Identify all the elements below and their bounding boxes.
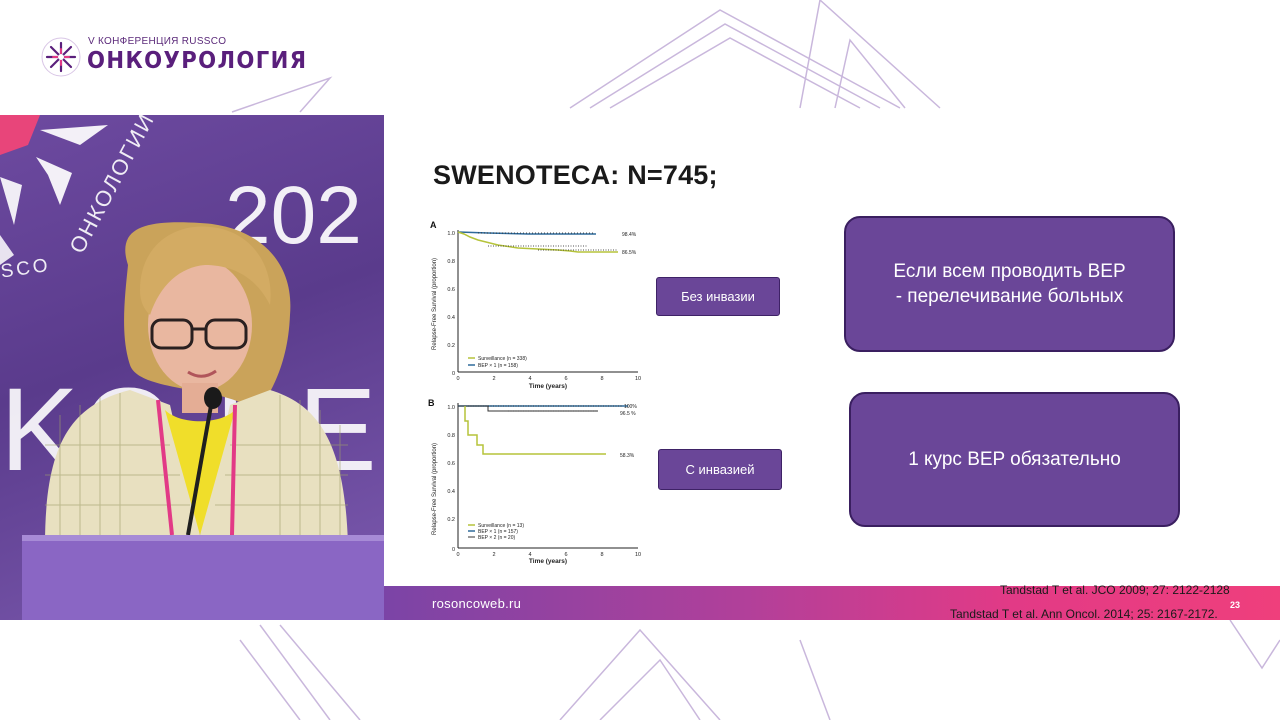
y-tick-b: 0: [452, 547, 455, 553]
end-label-b-mid: 96.5 %: [620, 411, 636, 417]
y-tick-a: 0.4: [447, 315, 455, 321]
y-tick-a: 1.0: [447, 231, 455, 237]
page-number: 23: [1230, 600, 1241, 610]
end-label-a-bottom: 86.5%: [622, 250, 637, 256]
panel-letter-b: B: [428, 398, 435, 408]
conference-logo: V КОНФЕРЕНЦИЯ RUSSCO ОНКОУРОЛОГИЯ: [40, 34, 306, 82]
backdrop-arrows: [0, 115, 108, 265]
legend-b-bep1: BEP × 1 (n = 157): [478, 529, 518, 535]
x-axis-label-a: Time (years): [529, 383, 567, 390]
statement-bep-mandatory: 1 курс BEP обязательно: [849, 392, 1180, 527]
label-invasion: С инвазией: [658, 449, 782, 490]
x-tick-a: 0: [456, 376, 459, 382]
x-tick-a: 8: [600, 376, 603, 382]
reference-1: Tandstad T et al. JCO 2009; 27: 2122-212…: [1000, 583, 1230, 597]
statement-bep-mandatory-text: 1 курс BEP обязательно: [908, 449, 1121, 470]
statement-overtreatment-line1: Если всем проводить BEP: [893, 261, 1126, 282]
curve-surveillance-b: [464, 406, 606, 455]
slide-footer-band: [384, 586, 1280, 620]
conference-subtitle: V КОНФЕРЕНЦИЯ RUSSCO: [88, 36, 227, 47]
russco-star-icon: [41, 37, 81, 77]
y-axis-label-b: Relapse-Free Survival (proportion): [432, 443, 438, 535]
statement-overtreatment-line2: - перелечивание больных: [895, 286, 1124, 307]
x-tick-b: 6: [564, 552, 567, 558]
km-chart-a: A Relapse-Free Survival (proportion) 1.0…: [428, 220, 668, 390]
legend-b-surveillance: Surveillance (n = 13): [478, 523, 524, 529]
x-tick-b: 8: [600, 552, 603, 558]
x-tick-a: 4: [528, 376, 531, 382]
speaker-video: 202 KO PE ОНКОЛОГИИ SCO: [0, 115, 384, 620]
end-label-b-low: 58.3%: [620, 453, 635, 459]
x-axis-label-b: Time (years): [529, 558, 567, 565]
y-tick-a: 0.2: [447, 343, 455, 349]
x-tick-a: 10: [635, 376, 641, 382]
x-tick-b: 2: [492, 552, 495, 558]
y-tick-b: 0.8: [447, 433, 455, 439]
podium: [22, 535, 384, 620]
reference-2: Tandstad T et al. Ann Oncol. 2014; 25: 2…: [950, 607, 1218, 621]
y-tick-b: 0.4: [447, 489, 455, 495]
footer-url: rosoncoweb.ru: [432, 596, 522, 611]
x-tick-b: 4: [528, 552, 531, 558]
conference-title: ОНКОУРОЛОГИЯ: [87, 48, 308, 74]
end-label-b-top: 100%: [624, 404, 637, 410]
x-tick-a: 6: [564, 376, 567, 382]
legend-a-bep: BEP × 1 (n = 158): [478, 363, 518, 369]
x-tick-b: 0: [456, 552, 459, 558]
y-tick-b: 0.2: [447, 517, 455, 523]
y-tick-a: 0.8: [447, 259, 455, 265]
y-tick-a: 0.6: [447, 287, 455, 293]
slide-title: SWENOTECA: N=745;: [433, 160, 718, 190]
statement-overtreatment: Если всем проводить BEP - перелечивание …: [844, 216, 1175, 352]
y-tick-a: 0: [452, 371, 455, 377]
label-no-invasion: Без инвазии: [656, 277, 780, 316]
x-tick-b: 10: [635, 552, 641, 558]
end-label-a-top: 98.4%: [622, 232, 637, 238]
panel-letter-a: A: [430, 220, 437, 230]
y-tick-b: 1.0: [447, 405, 455, 411]
y-axis-label-a: Relapse-Free Survival (proportion): [432, 258, 438, 350]
curve-surveillance-a: [457, 231, 618, 253]
presentation-slide: SWENOTECA: N=745; A Relapse-Free Surviva…: [384, 115, 1280, 620]
x-tick-a: 2: [492, 376, 495, 382]
y-tick-b: 0.6: [447, 461, 455, 467]
legend-b-bep2: BEP × 2 (n = 20): [478, 535, 515, 541]
legend-a-surveillance: Surveillance (n = 338): [478, 356, 527, 362]
km-chart-b: B Relapse-Free Survival (proportion) 1.0…: [428, 395, 668, 565]
